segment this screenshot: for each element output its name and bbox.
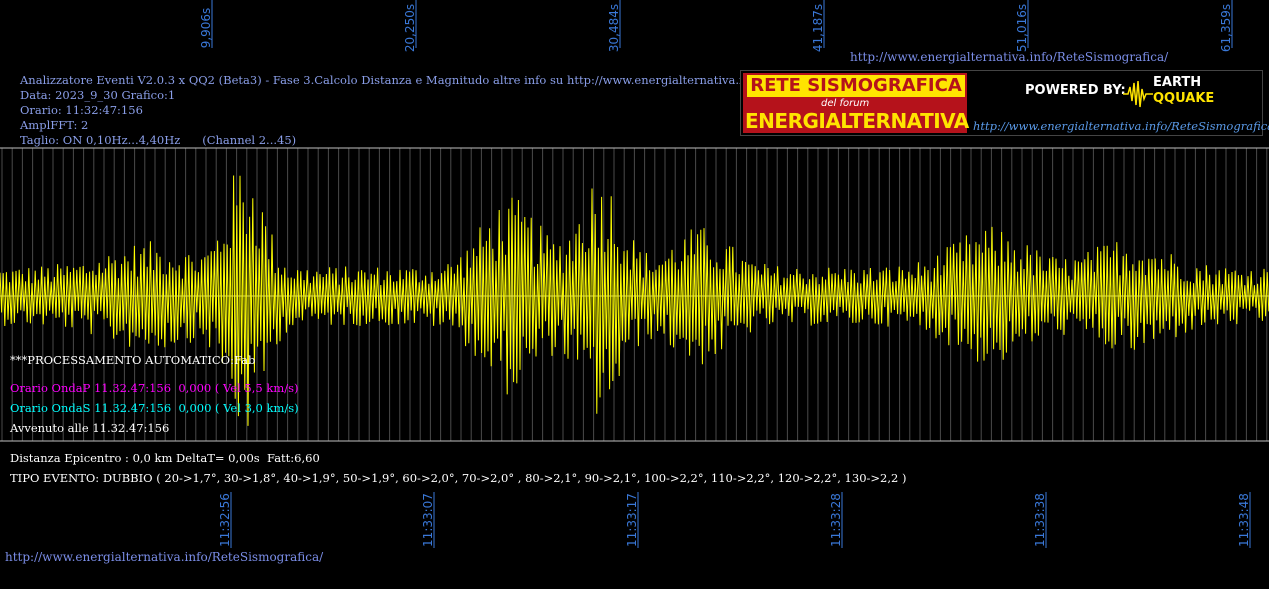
logo-name: ENERGIALTERNATIVA: [745, 109, 969, 133]
logo-earth: EARTH: [1153, 75, 1202, 90]
sec-tick-label: 9,906s: [199, 7, 213, 49]
seismic-trace-line: [0, 175, 1269, 426]
header-filter: Taglio: ON 0,10Hz...4,40Hz (Channel 2...…: [20, 133, 297, 147]
logo-url[interactable]: http://www.energialternativa.info/ReteSi…: [973, 119, 1269, 133]
header-ampl: AmplFFT: 2: [20, 118, 89, 132]
time-tick-label: 11:32:56: [218, 493, 232, 547]
logo-title: RETE SISMOGRAFICA: [747, 75, 965, 97]
logo-powered-by: POWERED BY:: [1025, 83, 1126, 98]
sec-tick-label: 61,359s: [1219, 3, 1233, 53]
footer-url-link[interactable]: http://www.energialternativa.info/ReteSi…: [5, 550, 324, 564]
onda-s-label: Orario OndaS 11.32.47:156 0,000 ( Vel 3,…: [10, 401, 299, 415]
rete-sismografica-logo: RETE SISMOGRAFICA del forum ENERGIALTERN…: [740, 70, 1269, 136]
seismic-wave-icon: [1123, 80, 1153, 108]
time-tick-label: 11:33:28: [829, 493, 843, 547]
time-tick-label: 11:33:48: [1237, 493, 1251, 547]
distanza-label: Distanza Epicentro : 0,0 km DeltaT= 0,00…: [10, 451, 320, 465]
time-tick-label: 11:33:17: [625, 493, 639, 547]
avvenuto-label: Avvenuto alle 11.32.47:156: [10, 421, 170, 435]
header-title: Analizzatore Eventi V2.0.3 x QQ2 (Beta3)…: [20, 73, 821, 87]
logo-subtitle: del forum: [821, 98, 870, 109]
time-tick-label: 11:33:38: [1033, 493, 1047, 547]
onda-p-label: Orario OndaP 11.32.47:156 0,000 ( Vel 5,…: [10, 381, 299, 395]
sec-tick-label: 30,484s: [607, 3, 621, 53]
sec-tick-label: 41,187s: [811, 3, 825, 53]
processing-label: ***PROCESSAMENTO AUTOMATICO:Fab: [10, 353, 256, 367]
tipo-evento-label: TIPO EVENTO: DUBBIO ( 20->1,7°, 30->1,8°…: [10, 471, 907, 485]
top-url-link[interactable]: http://www.energialternativa.info/ReteSi…: [850, 50, 1169, 64]
time-tick-label: 11:33:07: [421, 493, 435, 547]
header-date: Data: 2023_9_30 Grafico:1: [20, 88, 176, 102]
logo-quake: QQUAKE: [1153, 91, 1215, 106]
header-time: Orario: 11:32:47:156: [20, 103, 143, 117]
waveform-trace: [0, 175, 1269, 426]
sec-tick-label: 20,250s: [403, 3, 417, 53]
sec-tick-label: 51,016s: [1015, 3, 1029, 53]
